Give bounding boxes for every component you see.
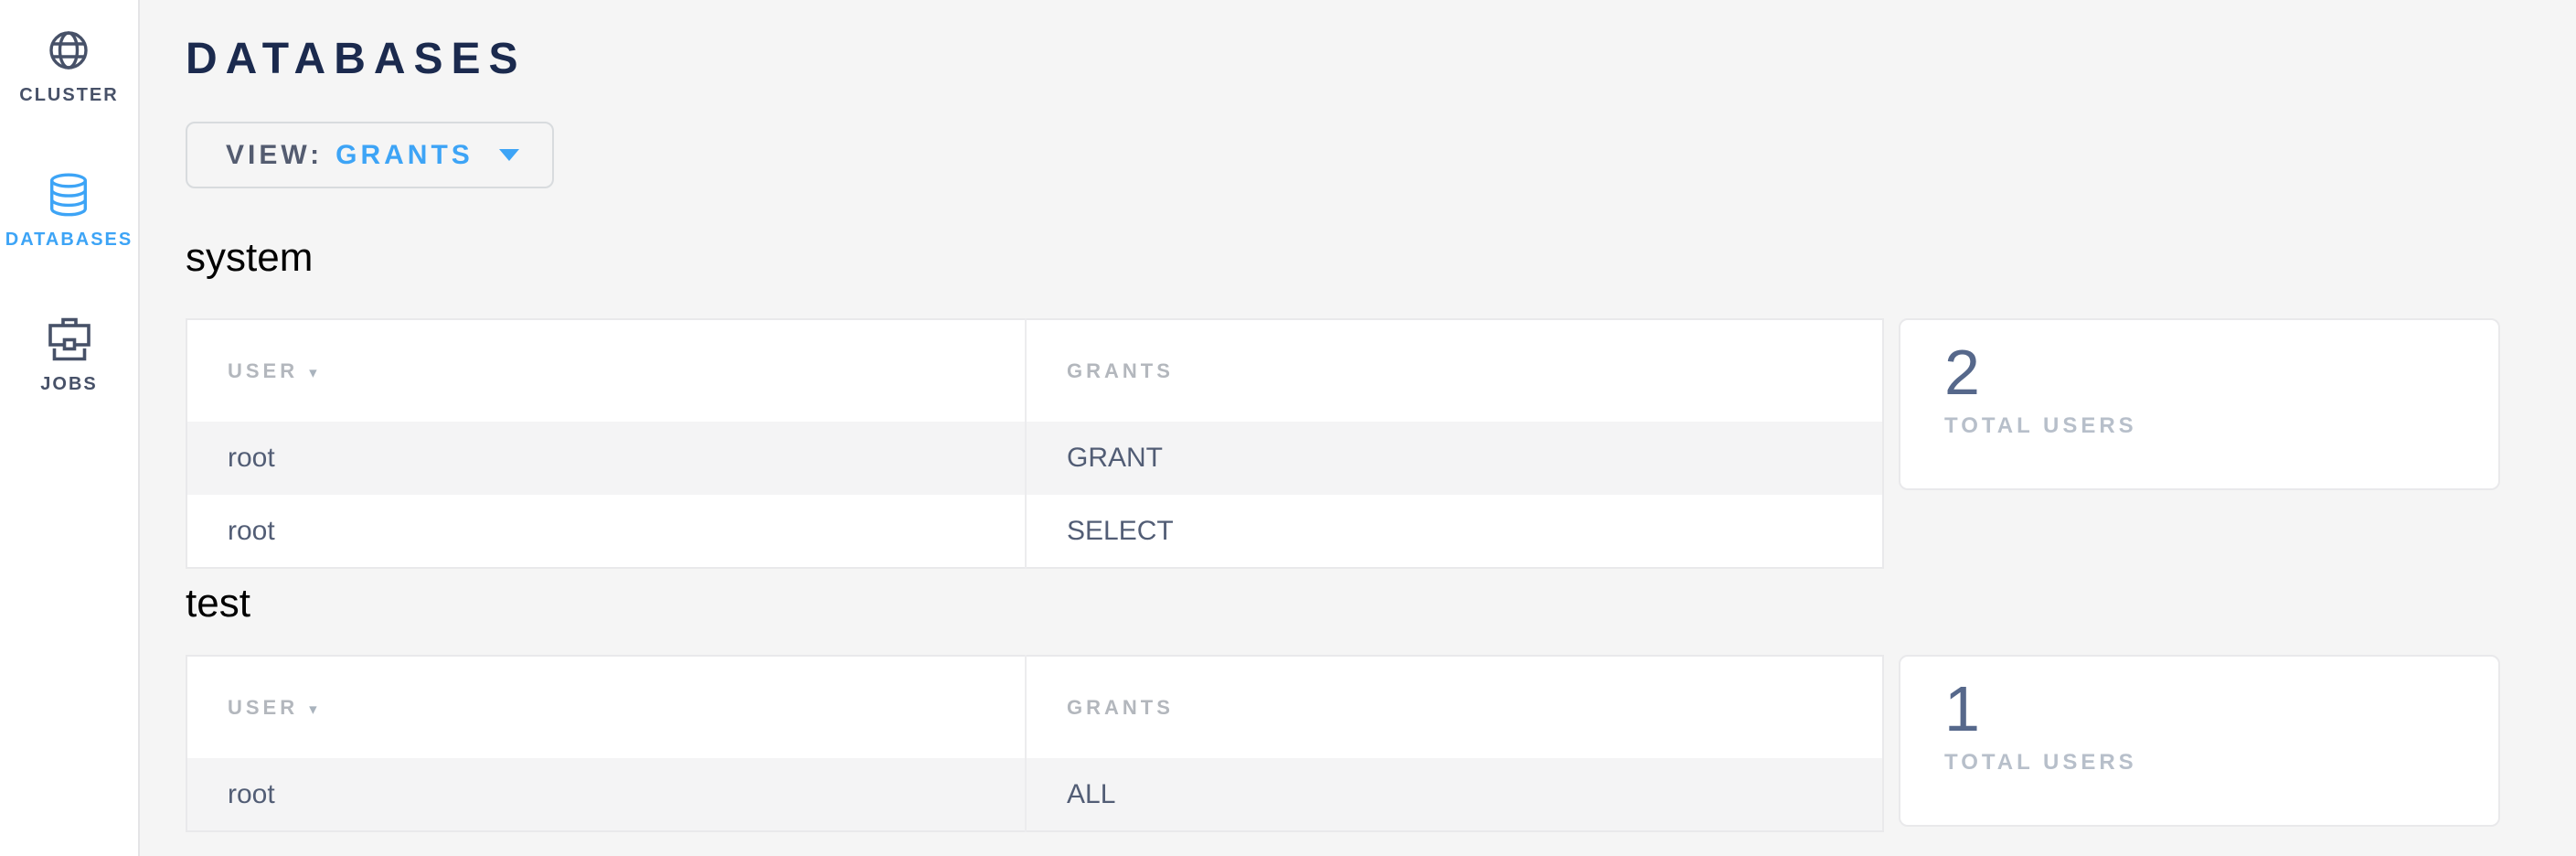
view-selector-label: VIEW: — [226, 139, 324, 170]
database-name: test — [186, 581, 250, 626]
sidebar-item-jobs[interactable]: JOBS — [40, 316, 97, 395]
table-row: root ALL — [186, 758, 1883, 831]
column-header-grants[interactable]: GRANTS — [1025, 656, 1883, 758]
sidebar-item-databases[interactable]: DATABASES — [5, 172, 133, 251]
total-users-value: 1 — [1944, 673, 1980, 744]
main-content: DATABASES VIEW: GRANTS system USER ▾ — [140, 0, 2576, 856]
column-header-label: GRANTS — [1067, 695, 1174, 719]
sidebar-item-label: JOBS — [40, 374, 98, 394]
total-users-label: TOTAL USERS — [1944, 750, 2137, 775]
table-row: root GRANT — [186, 422, 1883, 495]
view-selector-value: GRANTS — [335, 139, 474, 170]
database-row: USER ▾ GRANTS root GRANT — [186, 318, 2576, 569]
database-name: system — [186, 235, 314, 280]
cell-grants: ALL — [1025, 758, 1883, 831]
column-header-label: USER — [228, 358, 299, 382]
column-header-user[interactable]: USER ▾ — [186, 656, 1026, 758]
database-row: USER ▾ GRANTS root ALL — [186, 655, 2576, 832]
sort-caret-icon: ▾ — [309, 363, 317, 381]
chevron-down-icon — [498, 149, 519, 161]
total-users-card: 2 TOTAL USERS — [1899, 318, 2500, 490]
grants-table-head: USER ▾ GRANTS — [186, 656, 1883, 758]
cell-grants: GRANT — [1025, 422, 1883, 495]
total-users-card: 1 TOTAL USERS — [1899, 655, 2500, 827]
globe-icon — [48, 27, 89, 73]
sidebar-item-label: DATABASES — [5, 230, 133, 250]
sidebar-item-cluster[interactable]: CLUSTER — [19, 27, 118, 106]
total-users-value: 2 — [1944, 337, 1980, 408]
cell-user: root — [228, 443, 275, 473]
briefcase-icon — [48, 316, 91, 362]
database-icon — [48, 172, 89, 218]
column-header-user[interactable]: USER ▾ — [186, 319, 1026, 422]
table-row: root SELECT — [186, 495, 1883, 568]
cell-user: root — [228, 778, 275, 809]
grants-table-head: USER ▾ GRANTS — [186, 319, 1883, 422]
column-header-grants[interactable]: GRANTS — [1025, 319, 1883, 422]
cell-user: root — [228, 515, 275, 546]
cell-grants: SELECT — [1025, 495, 1883, 568]
view-selector-dropdown[interactable]: VIEW: GRANTS — [186, 122, 554, 188]
grants-table: USER ▾ GRANTS root ALL — [186, 655, 1884, 832]
page-title: DATABASES — [186, 35, 527, 83]
sidebar-item-label: CLUSTER — [19, 85, 119, 105]
column-header-label: USER — [228, 695, 299, 719]
database-section-test: test USER ▾ GRANTS — [186, 578, 2576, 832]
grants-table: USER ▾ GRANTS root GRANT — [186, 318, 1884, 569]
sort-caret-icon: ▾ — [309, 700, 317, 718]
database-section-system: system USER ▾ GRANTS — [186, 232, 2576, 569]
total-users-label: TOTAL USERS — [1944, 413, 2137, 438]
column-header-label: GRANTS — [1067, 358, 1174, 382]
sidebar: CLUSTER DATABASES — [0, 0, 140, 856]
